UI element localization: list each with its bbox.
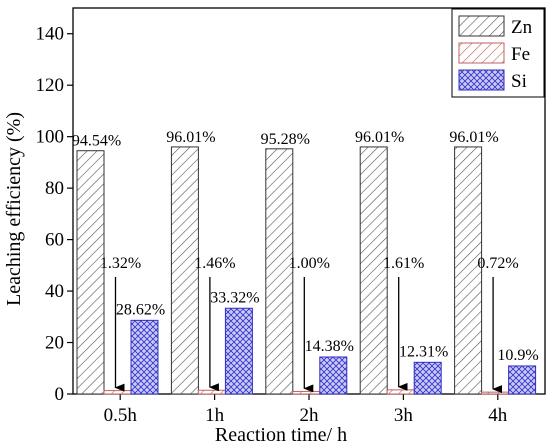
bar-zn <box>359 146 388 395</box>
bar-zn <box>454 146 483 395</box>
x-tick-label: 3h <box>394 405 414 426</box>
bar-fe <box>292 390 321 395</box>
x-tick-label: 4h <box>488 405 508 426</box>
bar-si <box>224 307 253 395</box>
bar-fe <box>103 390 132 395</box>
data-label-si: 14.38% <box>305 338 354 355</box>
bar-si <box>319 356 348 395</box>
data-label-zn: 96.01% <box>449 129 498 146</box>
bar-fe <box>481 391 510 395</box>
bar-fe <box>197 389 226 395</box>
legend-label-si: Si <box>511 71 527 92</box>
bar-zn <box>265 148 294 395</box>
bar-si <box>413 361 442 395</box>
data-label-fe: 1.46% <box>194 255 235 272</box>
legend-label-zn: Zn <box>511 17 533 38</box>
data-label-zn: 96.01% <box>166 129 215 146</box>
data-label-fe: 0.72% <box>477 255 518 272</box>
bar-zn <box>170 146 199 395</box>
data-label-zn: 95.28% <box>261 131 310 148</box>
y-tick-label: 0 <box>55 384 65 405</box>
data-label-si: 10.9% <box>497 347 538 364</box>
data-label-fe: 1.32% <box>100 255 141 272</box>
data-label-si: 33.32% <box>210 289 259 306</box>
y-tick-label: 20 <box>45 333 64 354</box>
legend-swatch-fe <box>458 42 505 64</box>
y-tick-label: 120 <box>36 75 65 96</box>
data-label-zn: 96.01% <box>355 129 404 146</box>
legend-label-fe: Fe <box>511 44 530 65</box>
bar-zn <box>76 150 105 395</box>
legend-swatch-si <box>458 69 505 91</box>
y-tick-label: 100 <box>36 127 65 148</box>
x-tick-label: 0.5h <box>104 405 138 426</box>
y-axis-title: Leaching efficiency (%) <box>3 112 25 306</box>
legend: Zn Fe Si <box>451 8 545 98</box>
data-label-si: 12.31% <box>399 343 448 360</box>
data-label-si: 28.62% <box>116 301 165 318</box>
plot-area: 0 20 40 60 80 100 120 140 0.5h 94.54% 1.32% 28.62% 1… <box>36 7 546 426</box>
bar-si <box>130 319 159 395</box>
bar-fe <box>386 389 415 395</box>
x-tick-label: 2h <box>300 405 320 426</box>
y-tick-label: 140 <box>36 24 65 45</box>
x-tick-label: 1h <box>205 405 225 426</box>
legend-swatch-zn <box>458 15 505 37</box>
y-tick-label: 40 <box>45 281 64 302</box>
data-label-fe: 1.61% <box>383 255 424 272</box>
data-label-fe: 1.00% <box>289 255 330 272</box>
y-tick-label: 60 <box>45 230 64 251</box>
y-tick-label: 80 <box>45 178 64 199</box>
bar-si <box>508 365 537 395</box>
data-label-zn: 94.54% <box>72 133 121 150</box>
x-axis-title: Reaction time/ h <box>215 424 347 446</box>
